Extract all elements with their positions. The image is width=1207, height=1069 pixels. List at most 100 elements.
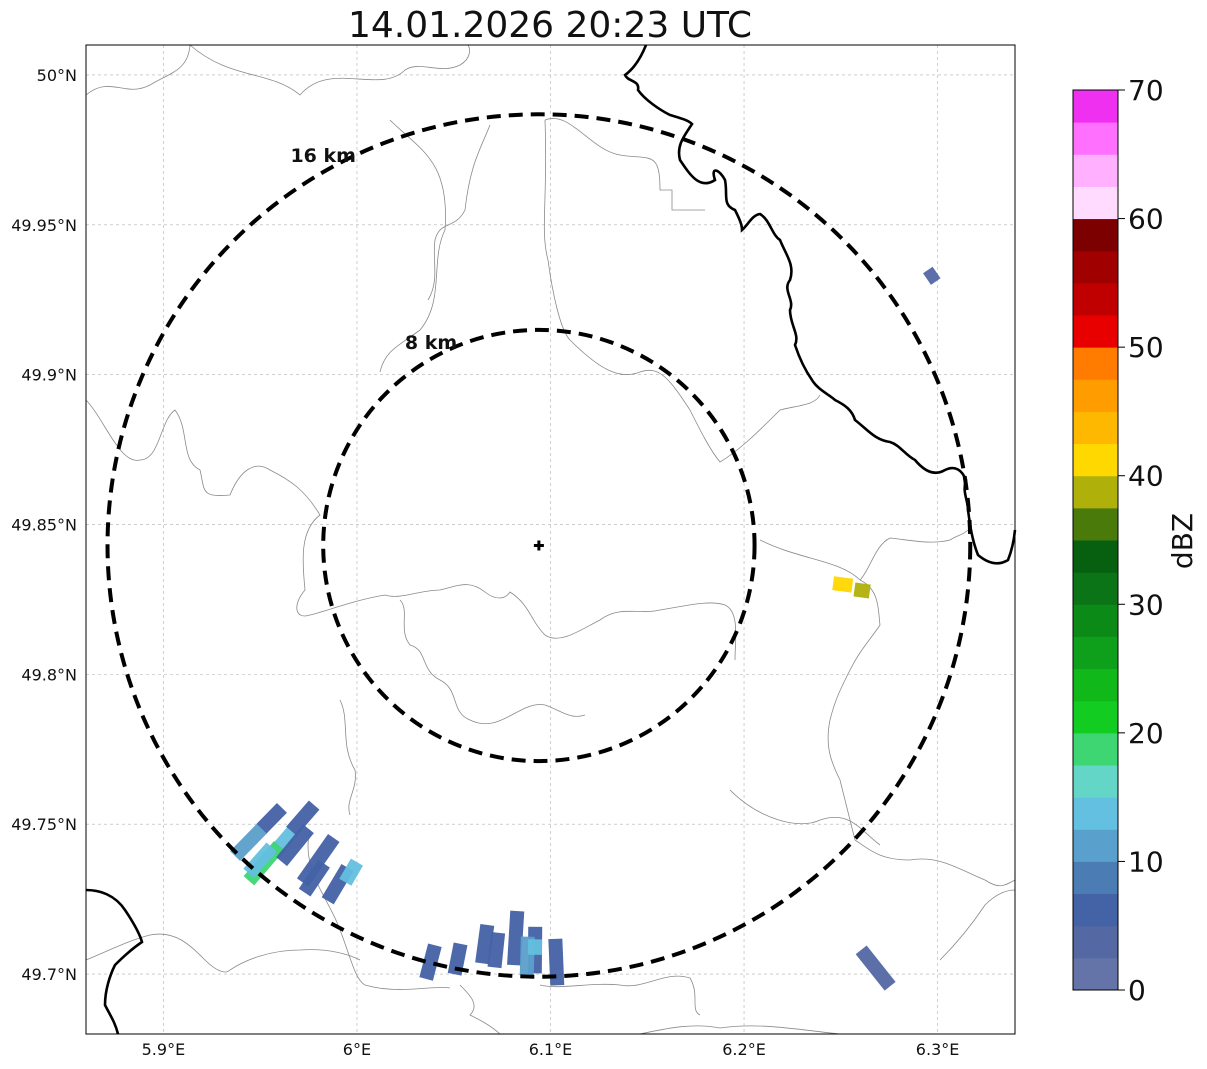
colorbar-tick-label: 30 [1128, 588, 1164, 621]
colorbar-tick-label: 40 [1128, 460, 1164, 493]
echo-gate [853, 582, 871, 599]
echo-gate [507, 910, 525, 966]
colorbar-bin [1073, 347, 1118, 380]
colorbar-bin [1073, 893, 1118, 927]
range-rings: 8 km 16 km [105, 112, 973, 979]
colorbar-bins [1073, 90, 1118, 991]
border-line [539, 975, 701, 1016]
colorbar-bin [1073, 250, 1118, 284]
border-line [759, 539, 1016, 887]
colorbar-bin [1073, 154, 1118, 187]
colorbar-bin [1073, 957, 1118, 991]
range-ring-label: 8 km [405, 332, 457, 354]
colorbar-bin [1073, 379, 1118, 412]
colorbar-bin [1073, 572, 1118, 605]
y-tick-label: 49.85°N [11, 516, 77, 535]
colorbar-tick-label: 60 [1128, 203, 1164, 236]
colorbar-bin [1073, 443, 1118, 477]
echo-gate [923, 266, 941, 285]
colorbar-frame [1072, 89, 1119, 991]
colorbar-bin [1073, 700, 1118, 734]
echo-gate [286, 800, 320, 836]
border-line [939, 889, 1016, 961]
x-tick-label: 6.2°E [722, 1040, 766, 1059]
y-tick-label: 49.9°N [21, 366, 77, 385]
radar-echoes [230, 266, 941, 991]
colorbar-tick-label: 0 [1128, 974, 1146, 1007]
colorbar-bin [1073, 797, 1118, 830]
y-tick-label: 49.7°N [21, 965, 77, 984]
colorbar-bin [1073, 604, 1118, 637]
border-line [339, 699, 356, 816]
echo-gate [487, 932, 506, 969]
y-axis-ticks: 50°N 49.95°N 49.9°N 49.85°N 49.8°N 49.75°N 49.… [11, 66, 77, 984]
colorbar-bin [1073, 122, 1118, 155]
colorbar-bin [1073, 765, 1118, 798]
echo-gate [832, 576, 854, 593]
colorbar-tick-label: 50 [1128, 331, 1164, 364]
x-tick-label: 5.9°E [142, 1040, 186, 1059]
x-tick-label: 6.1°E [529, 1040, 573, 1059]
y-tick-label: 49.8°N [21, 665, 77, 684]
colorbar-ticks: 0 10 20 30 40 50 60 70 [1118, 74, 1164, 1007]
echo-gate [548, 938, 565, 986]
colorbar-bin [1073, 218, 1118, 252]
x-tick-label: 6°E [343, 1040, 371, 1059]
echo-gate [339, 858, 364, 886]
border-line [85, 44, 191, 96]
colorbar-bin [1073, 540, 1118, 573]
colorbar-bin [1073, 636, 1118, 670]
colorbar-bin [1073, 90, 1118, 123]
map-frame: 8 km 16 km [85, 44, 1017, 1035]
x-axis-ticks: 5.9°E 6°E 6.1°E 6.2°E 6.3°E [142, 1040, 960, 1059]
border-line [639, 1025, 841, 1035]
colorbar-bin [1073, 475, 1118, 509]
border-line [85, 888, 144, 1035]
echo-gate [230, 823, 268, 861]
echo-gate [855, 945, 896, 991]
radar-center-marker [533, 540, 544, 551]
colorbar-bin [1073, 925, 1118, 959]
border-line [544, 118, 705, 211]
colorbar-bin [1073, 861, 1118, 895]
x-tick-label: 6.3°E [916, 1040, 960, 1059]
border-line [85, 399, 737, 661]
colorbar-tick-label: 20 [1128, 717, 1164, 750]
echo-gate [419, 943, 442, 981]
border-line [859, 529, 969, 581]
colorbar-label: dBZ [1166, 513, 1199, 569]
border-line [379, 119, 446, 373]
colorbar-bin [1073, 186, 1118, 220]
colorbar-tick-label: 70 [1128, 74, 1164, 107]
municipal-borders [85, 44, 1016, 1035]
colorbar-bin [1073, 829, 1118, 862]
colorbar-tick-label: 10 [1128, 845, 1164, 878]
y-tick-label: 49.95°N [11, 216, 77, 235]
colorbar-bin [1073, 282, 1118, 316]
colorbar-bin [1073, 732, 1118, 766]
echo-gate [298, 859, 330, 897]
border-line [85, 933, 361, 973]
colorbar-bin [1073, 507, 1118, 541]
range-ring [321, 327, 757, 764]
y-tick-label: 50°N [37, 66, 77, 85]
colorbar-bin [1073, 411, 1118, 445]
border-line [189, 44, 470, 96]
map-border [85, 44, 1016, 1035]
echo-gate [519, 936, 535, 976]
border-line [427, 124, 491, 301]
colorbar: 0 10 20 30 40 50 60 70 dBZ [1072, 74, 1199, 1007]
border-line [399, 599, 586, 725]
echo-gate [243, 842, 277, 878]
colorbar-bin [1073, 315, 1118, 348]
map-title: 14.01.2026 20:23 UTC [348, 5, 752, 46]
echo-gate [256, 802, 287, 834]
echo-gate [475, 923, 495, 965]
lat-lon-gridlines [86, 45, 1015, 1034]
colorbar-bin [1073, 668, 1118, 702]
range-ring-label: 16 km [290, 145, 356, 167]
echo-gate [276, 824, 314, 867]
range-ring [105, 112, 973, 979]
y-tick-label: 49.75°N [11, 815, 77, 834]
